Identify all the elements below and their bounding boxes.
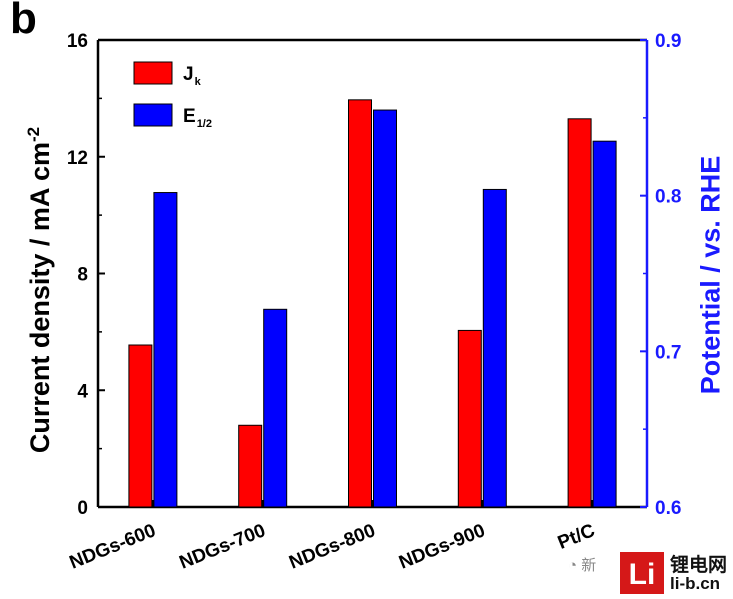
left-tick-label: 12 [67,148,88,169]
y-axis-label-right: Potential / vs. RHE [695,155,726,395]
li-logo-icon: Li [620,552,664,594]
bars [128,99,617,508]
legend-jk-label: Jk [183,64,202,88]
watermark: ◔ 新 Li 锂电网 li-b.cn [568,540,733,599]
bar-e12-ndgs-600 [153,192,178,508]
legend-jk-swatch [133,61,173,85]
left-tick-label: 16 [67,31,88,52]
bar-jk-ndgs-600 [128,344,153,508]
legend-e12-label: E1/2 [183,106,212,130]
wechat-icon: ◔ [568,557,578,574]
legend: Jk E1/2 [133,61,212,130]
bar-jk-ndgs-900 [457,329,482,508]
x-tick-label: NDGs-900 [396,520,488,573]
wechat-label: ◔ 新 [568,557,597,574]
left-tick-label: 4 [77,381,88,402]
left-tick-label: 0 [77,498,88,519]
bar-e12-ndgs-800 [373,109,397,508]
panel-letter: b [10,0,37,43]
left-tick-label: 8 [77,265,88,286]
watermark-cn-text: 锂电网 [670,555,728,576]
x-tick-label: NDGs-800 [286,520,378,573]
right-tick-label: 0.7 [655,342,681,363]
right-tick-label: 0.6 [655,498,681,519]
right-tick-label: 0.9 [655,31,681,52]
right-tick-label: 0.8 [655,187,681,208]
bar-e12-pt-c [592,140,617,508]
bar-jk-pt-c [567,118,592,508]
x-tick-label: NDGs-700 [176,520,268,573]
legend-e12-swatch [133,103,173,127]
y-axis-label-left: Current density / mA cm-2 [24,126,55,454]
x-tick-label: NDGs-600 [67,520,159,573]
axes [96,38,649,509]
bar-jk-ndgs-800 [348,99,372,508]
bar-jk-ndgs-700 [238,424,263,508]
logo-text: Li [629,558,656,591]
bar-e12-ndgs-700 [263,308,288,508]
bar-e12-ndgs-900 [482,188,507,508]
watermark-url-text: li-b.cn [670,574,721,593]
